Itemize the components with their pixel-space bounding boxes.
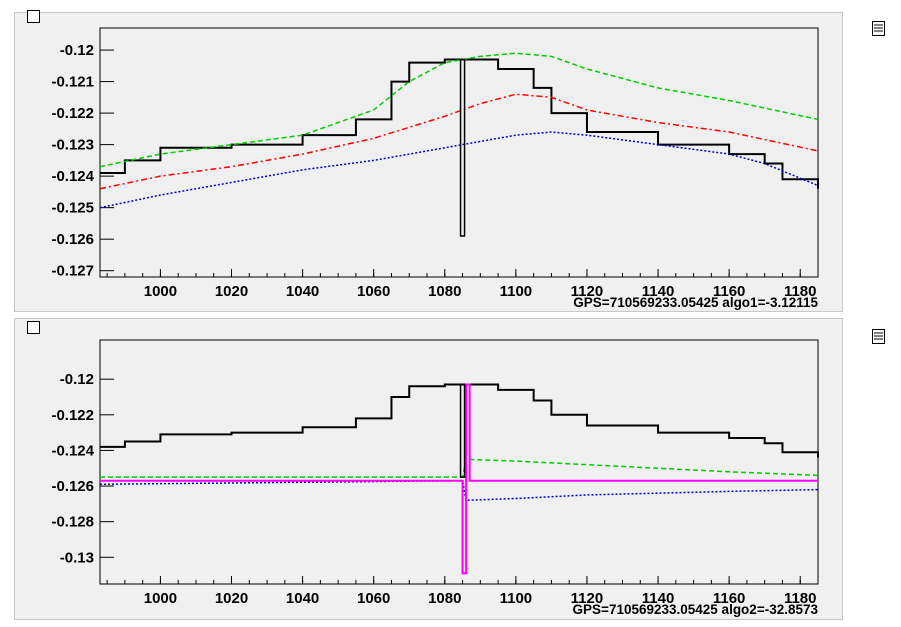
x-tick-label: 1080: [428, 590, 461, 607]
y-tick-label: -0.13: [60, 549, 94, 566]
y-tick-label: -0.122: [51, 407, 94, 424]
y-tick-label: -0.126: [51, 231, 94, 248]
x-tick-label: 1080: [428, 283, 461, 300]
glitch-spike: [459, 58, 466, 237]
series-line-1: [100, 383, 819, 458]
x-tick-label: 1020: [215, 590, 248, 607]
y-tick-label: -0.122: [51, 105, 94, 122]
x-tick-label: 1100: [500, 283, 533, 300]
x-tick-label: 1020: [215, 283, 248, 300]
x-tick-label: 1160: [713, 283, 746, 300]
x-tick-label: 1120: [571, 283, 604, 300]
x-tick-label: 1040: [286, 283, 319, 300]
x-tick-label: 1180: [784, 590, 817, 607]
x-tick-label: 1100: [500, 590, 533, 607]
top-pad-select-box[interactable]: [27, 10, 40, 23]
y-tick-label: -0.126: [51, 478, 94, 495]
series-line-2: [100, 458, 819, 478]
top-pad-menu-icon[interactable]: [872, 21, 885, 36]
chart-2-frame: [99, 339, 819, 585]
y-tick-label: -0.124: [51, 168, 94, 185]
chart-1-frame: [99, 27, 819, 278]
x-tick-label: 1060: [357, 590, 390, 607]
y-tick-label: -0.12: [60, 42, 94, 59]
y-tick-label: -0.123: [51, 137, 94, 154]
x-tick-label: 1040: [286, 590, 319, 607]
y-tick-label: -0.124: [51, 442, 94, 459]
chart-1-footer: GPS=710569233.05425 algo1=-3.12115: [573, 295, 818, 310]
y-tick-label: -0.12: [60, 371, 94, 388]
x-tick-label: 1060: [357, 283, 390, 300]
series-line-1: [100, 58, 819, 189]
x-tick-label: 1140: [642, 283, 675, 300]
x-tick-label: 1120: [571, 590, 604, 607]
y-tick-label: -0.121: [51, 74, 94, 91]
x-tick-label: 1180: [784, 283, 817, 300]
y-tick-label: -0.125: [51, 200, 94, 217]
y-tick-label: -0.127: [51, 263, 94, 280]
chart-2-footer: GPS=710569233.05425 algo2=-32.8573: [573, 602, 819, 617]
y-tick-label: -0.128: [51, 514, 94, 531]
bottom-pad-select-box[interactable]: [27, 321, 40, 334]
series-line-4: [99, 131, 819, 209]
bottom-pad-menu-icon[interactable]: [872, 329, 885, 344]
series-line-4: [100, 383, 818, 575]
x-tick-label: 1140: [642, 590, 675, 607]
x-tick-label: 1160: [713, 590, 746, 607]
x-tick-label: 1000: [144, 590, 177, 607]
x-tick-label: 1000: [144, 283, 177, 300]
glitch-spike: [459, 383, 466, 478]
